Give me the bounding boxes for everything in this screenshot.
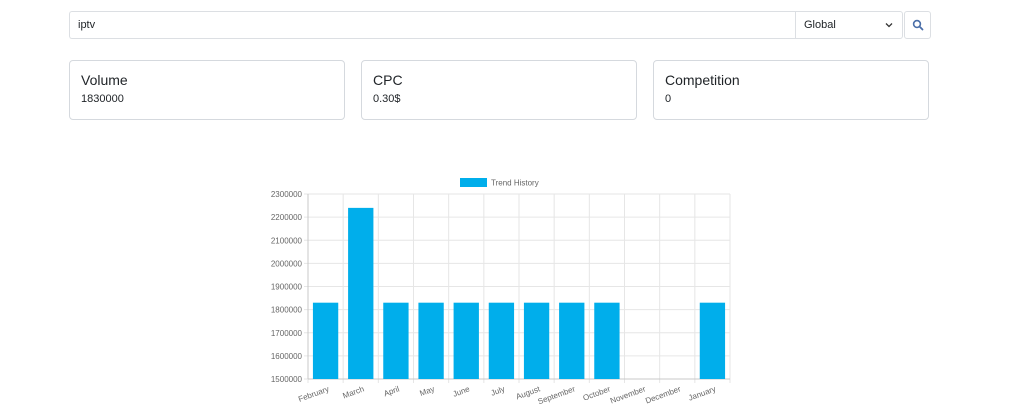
competition-title: Competition <box>665 72 740 88</box>
y-tick-label: 1500000 <box>271 375 303 384</box>
bar-august <box>523 302 550 379</box>
legend-label: Trend History <box>491 179 539 188</box>
bar-february <box>312 302 339 379</box>
x-tick-label: February <box>297 384 330 403</box>
bar-january <box>699 302 726 379</box>
region-select-value: Global <box>804 19 836 31</box>
search-input[interactable] <box>69 11 795 39</box>
legend-swatch <box>460 178 487 187</box>
x-tick-label: June <box>452 384 472 399</box>
y-tick-label: 1700000 <box>271 329 303 338</box>
bar-october <box>594 302 620 379</box>
x-tick-label: January <box>687 384 717 402</box>
volume-title: Volume <box>81 72 128 88</box>
bar-april <box>383 302 409 379</box>
chevron-down-icon <box>885 23 893 28</box>
competition-card: Competition 0 <box>653 60 929 120</box>
x-tick-label: April <box>382 384 400 398</box>
x-tick-label: October <box>582 384 612 402</box>
y-tick-label: 1600000 <box>271 352 303 361</box>
y-tick-label: 1900000 <box>271 283 303 292</box>
y-tick-label: 2100000 <box>271 236 303 245</box>
volume-value: 1830000 <box>81 93 124 105</box>
competition-value: 0 <box>665 93 672 105</box>
x-tick-label: July <box>490 384 506 397</box>
x-tick-label: September <box>537 384 577 405</box>
bar-july <box>488 302 515 379</box>
region-select[interactable]: Global <box>795 11 903 39</box>
search-bar: Global <box>69 11 931 39</box>
cpc-title: CPC <box>373 72 403 88</box>
y-tick-label: 2300000 <box>271 190 303 199</box>
volume-card: Volume 1830000 <box>69 60 345 120</box>
y-tick-label: 1800000 <box>271 306 303 315</box>
x-tick-label: November <box>609 384 647 405</box>
search-icon <box>912 19 923 31</box>
x-tick-label: December <box>644 384 682 405</box>
y-tick-label: 2000000 <box>271 259 303 268</box>
bar-june <box>453 302 479 379</box>
bar-march <box>348 207 374 379</box>
cpc-card: CPC 0.30$ <box>361 60 637 120</box>
trend-history-chart: Trend History 1500000 1600000 1700000 180000… <box>271 178 731 405</box>
x-tick-label: May <box>418 384 435 398</box>
cpc-value: 0.30$ <box>373 93 401 105</box>
x-tick-label: March <box>341 384 365 400</box>
y-tick-label: 2200000 <box>271 213 303 222</box>
bar-may <box>418 302 444 379</box>
bar-september <box>559 302 585 379</box>
search-button[interactable] <box>904 11 931 39</box>
